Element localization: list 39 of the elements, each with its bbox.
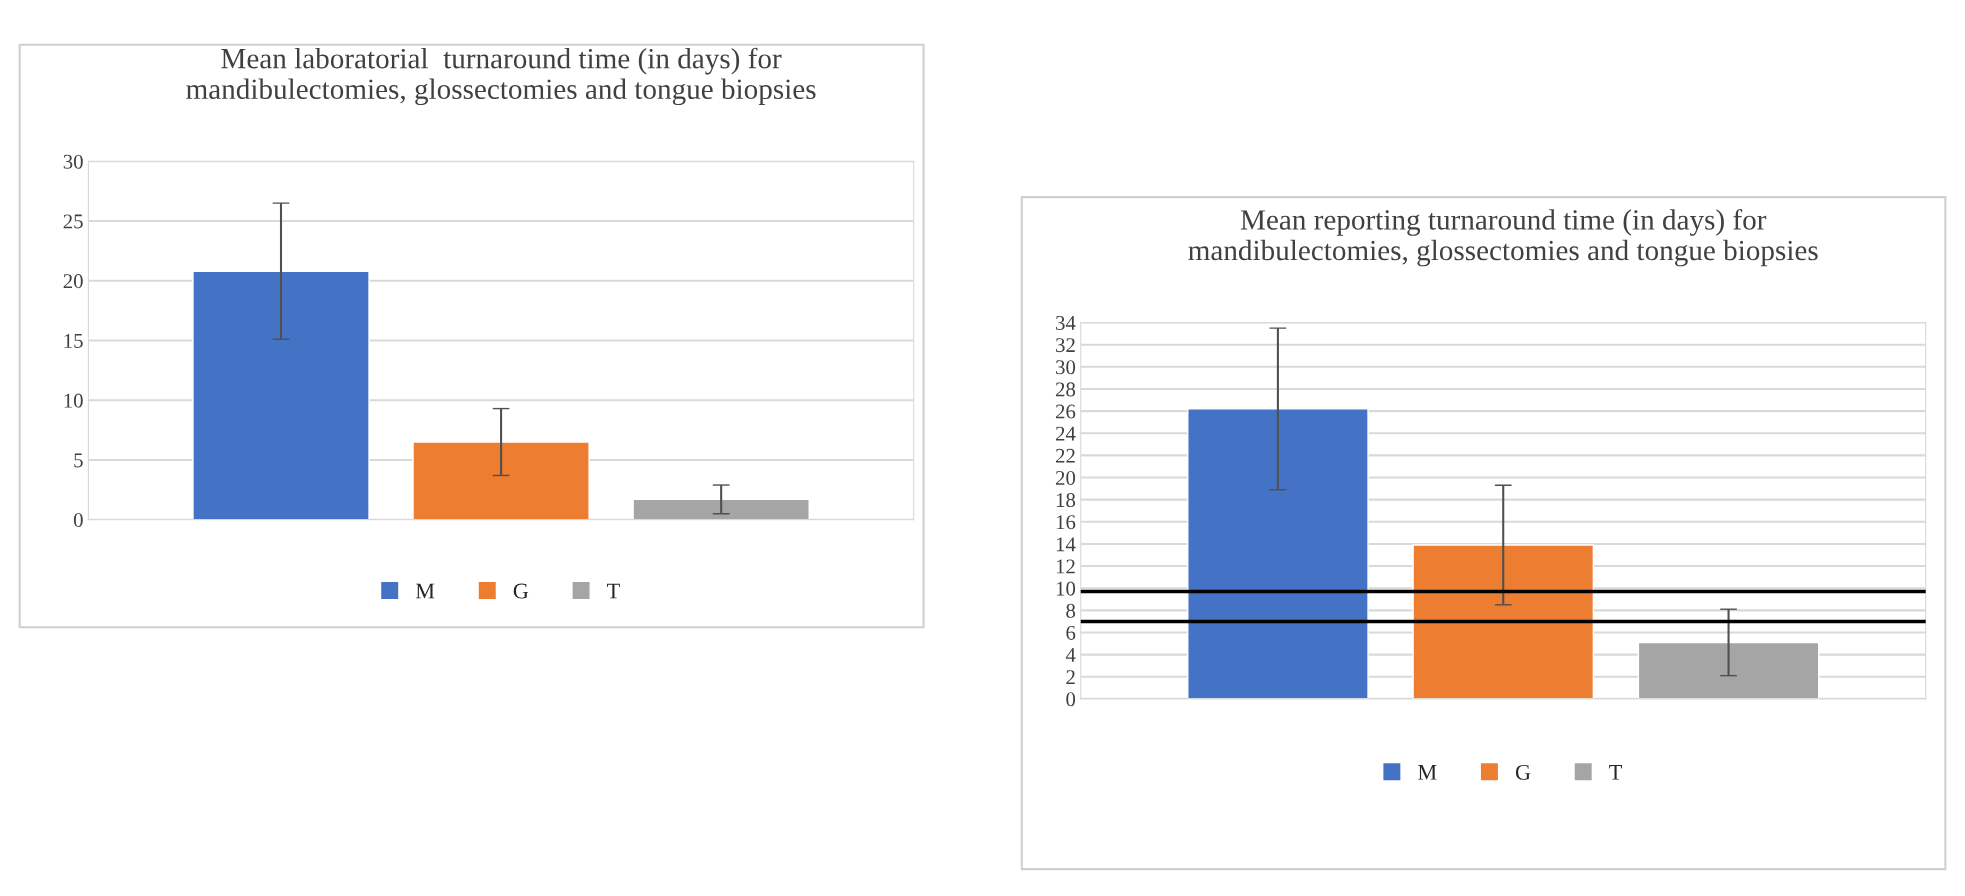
y-tick-label: 24 (1055, 426, 1076, 441)
y-tick-label: 32 (1056, 338, 1075, 353)
y-tick-label: 34 (1056, 315, 1076, 330)
legend-label: T (1609, 765, 1622, 780)
y-tick-label: 5 (74, 453, 83, 468)
y-tick-label: 25 (63, 214, 83, 229)
y-tick-label: 30 (63, 154, 83, 169)
bar (1637, 641, 1820, 699)
legend-label: M (415, 583, 435, 599)
y-tick-label: 0 (73, 513, 83, 528)
y-tick-label: 30 (1056, 360, 1076, 375)
y-tick-label: 12 (1056, 559, 1075, 574)
y-tick-label: 6 (1066, 625, 1076, 640)
bar (412, 441, 590, 520)
y-tick-label: 20 (1055, 470, 1076, 485)
y-tick-label: 2 (1066, 670, 1075, 684)
legend-label: G (1515, 764, 1531, 780)
bar (1187, 408, 1369, 699)
chart-title: Mean laboratorial turnaround time (in days) for mandibulectomies, glossectomies and tongue biopsies (186, 47, 816, 106)
y-tick-label: 16 (1056, 515, 1076, 530)
bar (632, 498, 810, 520)
legend-label: T (607, 583, 620, 599)
y-tick-label: 18 (1056, 493, 1076, 508)
y-tick-label: 10 (64, 393, 83, 408)
y-tick-label: 0 (1066, 692, 1076, 707)
y-tick-label: 28 (1055, 382, 1076, 397)
y-tick-label: 15 (64, 333, 83, 348)
y-tick-label: 22 (1055, 448, 1075, 463)
legend-label: G (513, 583, 529, 599)
y-tick-label: 4 (1065, 648, 1076, 662)
y-tick-label: 20 (63, 274, 83, 289)
legend-label: M (1418, 765, 1437, 780)
y-tick-label: 10 (1056, 581, 1076, 596)
chart-title: Mean reporting turnaround time (in days) for mandibulectomies, glossectomies and tongue biopsies (1188, 208, 1818, 267)
bar (1412, 544, 1595, 699)
y-tick-label: 26 (1055, 404, 1076, 419)
y-tick-label: 14 (1056, 537, 1076, 552)
y-tick-label: 8 (1066, 603, 1076, 618)
bar (192, 270, 370, 520)
